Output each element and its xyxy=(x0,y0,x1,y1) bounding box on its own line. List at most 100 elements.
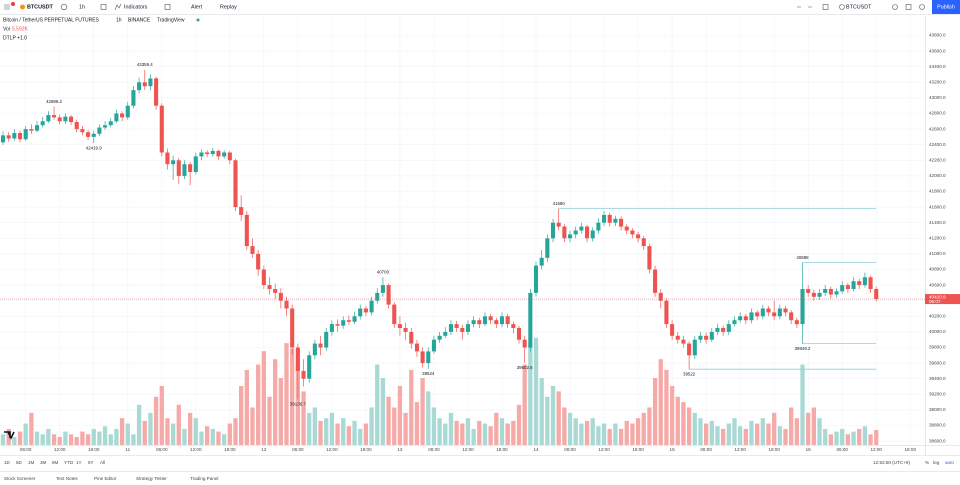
volume-bar xyxy=(494,412,499,445)
percent-toggle[interactable]: % xyxy=(925,460,929,465)
panel-tab[interactable]: Strategy Tester xyxy=(136,476,167,481)
replay-button[interactable]: Replay xyxy=(220,4,237,10)
settings-button[interactable] xyxy=(892,4,898,10)
volume-bar xyxy=(726,423,731,445)
y-tick-label: 39600.0 xyxy=(929,360,946,365)
notification-badge xyxy=(11,2,15,6)
volume-bar xyxy=(635,418,641,445)
auto-toggle[interactable]: auto xyxy=(945,460,954,465)
volume-bar xyxy=(641,412,646,445)
volume-bar xyxy=(709,420,714,445)
x-tick-label: 18:00 xyxy=(88,447,100,452)
volume-bar xyxy=(358,428,363,445)
menu-button[interactable] xyxy=(4,4,10,10)
volume-bar xyxy=(352,420,357,445)
volume-bar xyxy=(51,434,57,445)
candle-body xyxy=(596,222,601,231)
y-tick-label: 41000.0 xyxy=(929,251,946,256)
candle-body xyxy=(766,308,771,313)
candle-body xyxy=(193,156,198,172)
volume-bar xyxy=(80,431,85,445)
range-button[interactable]: 6M xyxy=(52,460,59,465)
range-button[interactable]: 1D xyxy=(4,460,11,465)
volume-bar xyxy=(499,418,505,445)
log-toggle[interactable]: log xyxy=(933,460,940,465)
volume-bar xyxy=(335,423,340,445)
volume-bar xyxy=(187,412,193,445)
volume-bar xyxy=(397,386,403,445)
snapshot-button[interactable] xyxy=(919,4,925,10)
y-tick-label: 40600.0 xyxy=(929,282,946,287)
layout-button[interactable] xyxy=(822,4,829,10)
volume-bar xyxy=(131,434,136,445)
panel-tab[interactable]: Text Notes xyxy=(56,476,78,481)
candle-body xyxy=(244,214,249,247)
volume-bar xyxy=(783,428,788,445)
range-bar: 1D 5D 1M 3M 6M YTD 1Y 5Y All xyxy=(4,460,105,465)
volume-bar xyxy=(199,431,204,445)
candle-body xyxy=(528,292,533,348)
range-button[interactable]: 3M xyxy=(40,460,47,465)
candle-body xyxy=(57,117,62,122)
volume-bar xyxy=(692,412,697,445)
legend-symbol: Bitcoin / TetherUS PERPETUAL FUTURES xyxy=(3,17,100,23)
candle-body xyxy=(154,78,159,106)
interval[interactable]: 1h xyxy=(79,4,85,10)
last-price-box xyxy=(925,294,960,305)
volume-bar xyxy=(539,377,544,445)
volume-bar xyxy=(862,426,868,445)
range-button[interactable]: 5Y xyxy=(88,460,94,465)
range-button[interactable]: 5D xyxy=(16,460,23,465)
volume-bar xyxy=(12,436,17,445)
volume-bar xyxy=(369,407,374,445)
range-button[interactable]: 1Y xyxy=(76,460,82,465)
volume-bar xyxy=(63,431,68,445)
volume-bar xyxy=(216,431,221,445)
range-button[interactable]: 1M xyxy=(28,460,35,465)
compare-button[interactable] xyxy=(60,3,68,11)
candle-body xyxy=(210,150,215,155)
volume-bar xyxy=(794,418,800,445)
candle-body xyxy=(312,343,317,356)
volume-bar xyxy=(471,428,476,445)
panel-tab[interactable]: Trading Panel xyxy=(190,476,218,481)
alert-button[interactable]: Alert xyxy=(191,4,203,10)
volume-bar xyxy=(57,436,62,445)
x-tick-label: 06:00 xyxy=(836,447,848,452)
range-button[interactable]: YTD xyxy=(64,460,74,465)
candle-body xyxy=(335,324,340,326)
candle-body xyxy=(0,135,6,143)
fullscreen-button[interactable] xyxy=(905,4,912,10)
volume-bar xyxy=(590,418,595,445)
indicators-icon xyxy=(114,3,122,11)
symbol[interactable]: BTCUSDT xyxy=(27,4,53,10)
price-annotation: 43359.4 xyxy=(137,62,153,67)
volume-bar xyxy=(182,428,187,445)
volume-bar xyxy=(755,423,760,445)
candle-body xyxy=(749,312,754,321)
candle-body xyxy=(670,324,675,336)
candle-body xyxy=(159,105,164,153)
volume-bar xyxy=(703,423,709,445)
volume-bar xyxy=(250,407,255,445)
candle-body xyxy=(176,160,181,176)
price-annotation: 39602.6 xyxy=(517,365,533,370)
candle-body xyxy=(318,343,323,348)
volume-bar xyxy=(386,396,391,445)
candle-body xyxy=(233,160,238,208)
publish-button[interactable] xyxy=(932,0,960,14)
volume-bar xyxy=(556,391,561,445)
candle-body xyxy=(443,331,448,336)
indicators-button[interactable]: Indicators xyxy=(124,4,148,10)
panel-tab[interactable]: Stock Screener xyxy=(4,476,36,481)
panel-tab[interactable]: Pine Editor xyxy=(94,476,117,481)
range-button[interactable]: All xyxy=(100,460,105,465)
candle-body xyxy=(862,277,867,286)
layout-name[interactable]: BTCUSDT xyxy=(846,4,872,10)
volume-bar xyxy=(443,423,448,445)
volume-bar xyxy=(460,423,465,445)
volume-bar xyxy=(828,434,834,445)
volume-bar xyxy=(193,418,198,445)
templates-button[interactable] xyxy=(164,4,171,10)
chart-type-button[interactable] xyxy=(100,4,107,10)
